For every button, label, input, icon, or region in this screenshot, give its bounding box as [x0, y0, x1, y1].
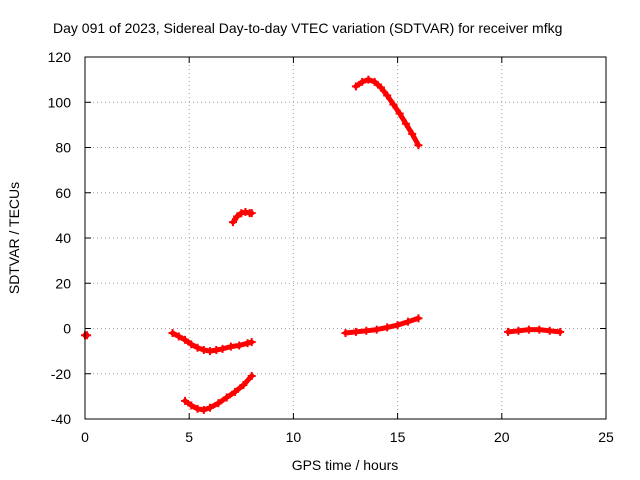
data-point: [341, 329, 350, 338]
data-point: [376, 83, 385, 92]
data-point: [414, 314, 423, 323]
data-point: [214, 399, 223, 408]
data-point: [370, 77, 379, 86]
y-tick-label: 60: [55, 185, 71, 201]
data-point: [351, 82, 360, 91]
data-point: [372, 325, 381, 334]
data-point: [212, 345, 221, 354]
x-tick-label: 25: [598, 429, 614, 445]
x-tick-label: 15: [390, 429, 406, 445]
y-tick-label: -40: [51, 411, 71, 427]
y-tick-label: 120: [48, 49, 72, 65]
chart-title: Day 091 of 2023, Sidereal Day-to-day VTE…: [53, 20, 562, 36]
data-point: [237, 209, 246, 218]
data-point: [393, 321, 402, 330]
data-point: [226, 342, 235, 351]
data-point: [395, 109, 404, 118]
data-point: [414, 141, 423, 150]
series-5-line: [353, 77, 421, 148]
y-tick-label: 100: [48, 94, 72, 110]
data-point: [168, 329, 177, 338]
data-point: [358, 77, 367, 86]
data-point: [364, 75, 373, 84]
data-point: [222, 393, 231, 402]
axis-ticks: 0 5 10 15 20 25 -40 -20 0 20 40 60 80 100 120: [48, 49, 614, 445]
data-point: [247, 372, 256, 381]
x-tick-label: 10: [286, 429, 302, 445]
data-point: [401, 119, 410, 128]
data-point: [243, 339, 252, 348]
data-point: [83, 331, 92, 340]
data-series: [81, 75, 565, 414]
y-tick-label: 80: [55, 140, 71, 156]
y-tick-label: 0: [63, 321, 71, 337]
data-point: [231, 387, 240, 396]
data-point: [181, 396, 190, 405]
series-2-line: [182, 373, 255, 413]
data-point: [545, 326, 554, 335]
x-tick-label: 0: [81, 429, 89, 445]
data-point: [556, 327, 565, 336]
plot-frame: [84, 56, 607, 420]
data-point: [404, 317, 413, 326]
data-point: [206, 347, 215, 356]
data-point: [383, 91, 392, 100]
data-point: [362, 326, 371, 335]
data-point: [199, 405, 208, 414]
data-point: [181, 335, 190, 344]
data-point: [187, 340, 196, 349]
data-point: [535, 325, 544, 334]
data-point: [235, 341, 244, 350]
x-axis-label: GPS time / hours: [292, 457, 399, 473]
data-point: [524, 325, 533, 334]
data-point: [174, 332, 183, 341]
y-axis-label: SDTVAR / TECUs: [6, 182, 22, 294]
grid-lines: [85, 57, 606, 419]
data-point: [218, 344, 227, 353]
data-point: [351, 327, 360, 336]
y-tick-label: 40: [55, 230, 71, 246]
data-point: [389, 100, 398, 109]
y-tick-label: 20: [55, 275, 71, 291]
data-point: [239, 381, 248, 390]
data-point: [383, 323, 392, 332]
x-tick-label: 20: [494, 429, 510, 445]
data-point: [187, 401, 196, 410]
data-point: [193, 343, 202, 352]
x-tick-label: 5: [185, 429, 193, 445]
data-point: [233, 212, 242, 221]
data-point: [514, 326, 523, 335]
y-tick-label: -20: [51, 366, 71, 382]
data-point: [241, 207, 250, 216]
data-point: [408, 129, 417, 138]
data-point: [228, 218, 237, 227]
data-point: [247, 209, 256, 218]
data-point: [193, 404, 202, 413]
data-point: [247, 338, 256, 347]
data-point: [199, 345, 208, 354]
data-point: [206, 403, 215, 412]
data-point: [504, 327, 513, 336]
